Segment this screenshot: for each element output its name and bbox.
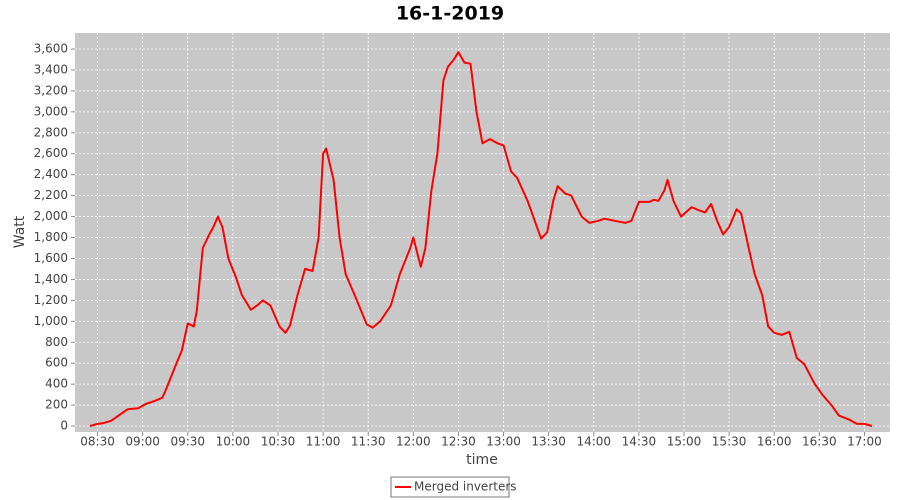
y-tick-label: 0 [60, 419, 68, 433]
y-axis-label: Watt [12, 215, 28, 248]
y-tick-label: 200 [45, 398, 68, 412]
y-tick-label: 1,000 [34, 314, 68, 328]
x-tick-label: 12:30 [441, 435, 476, 449]
y-tick-label: 2,200 [34, 188, 68, 202]
y-tick-label: 3,200 [34, 83, 68, 97]
plot-area [75, 33, 890, 432]
x-tick-label: 14:00 [576, 435, 611, 449]
y-tick-label: 3,400 [34, 62, 68, 76]
legend-label: Merged inverters [414, 480, 517, 494]
y-tick-label: 2,800 [34, 125, 68, 139]
x-tick-label: 10:00 [216, 435, 251, 449]
x-tick-label: 13:30 [531, 435, 566, 449]
y-tick-label: 3,600 [34, 42, 68, 56]
y-tick-label: 1,600 [34, 251, 68, 265]
y-tick-label: 2,600 [34, 146, 68, 160]
x-tick-label: 08:30 [80, 435, 115, 449]
x-tick-label: 14:30 [622, 435, 657, 449]
y-tick-label: 2,000 [34, 209, 68, 223]
x-tick-label: 15:30 [712, 435, 747, 449]
x-tick-label: 10:30 [261, 435, 296, 449]
x-tick-label: 12:00 [396, 435, 431, 449]
y-tick-label: 800 [45, 335, 68, 349]
x-tick-label: 17:00 [847, 435, 882, 449]
y-tick-label: 400 [45, 377, 68, 391]
chart-title: 16-1-2019 [396, 3, 504, 25]
y-tick-label: 1,400 [34, 272, 68, 286]
y-tick-label: 1,200 [34, 293, 68, 307]
y-tick-label: 2,400 [34, 167, 68, 181]
x-tick-label: 11:30 [351, 435, 386, 449]
x-tick-label: 16:30 [802, 435, 837, 449]
x-tick-label: 16:00 [757, 435, 792, 449]
y-tick-label: 3,000 [34, 104, 68, 118]
x-tick-label: 09:30 [170, 435, 205, 449]
x-axis-label: time [466, 452, 498, 468]
y-tick-label: 1,800 [34, 230, 68, 244]
x-tick-label: 09:00 [125, 435, 160, 449]
x-tick-label: 11:00 [306, 435, 341, 449]
x-tick-label: 15:00 [667, 435, 702, 449]
x-tick-label: 13:00 [486, 435, 521, 449]
y-tick-label: 600 [45, 356, 68, 370]
line-series [89, 51, 873, 427]
legend-box [390, 476, 510, 498]
